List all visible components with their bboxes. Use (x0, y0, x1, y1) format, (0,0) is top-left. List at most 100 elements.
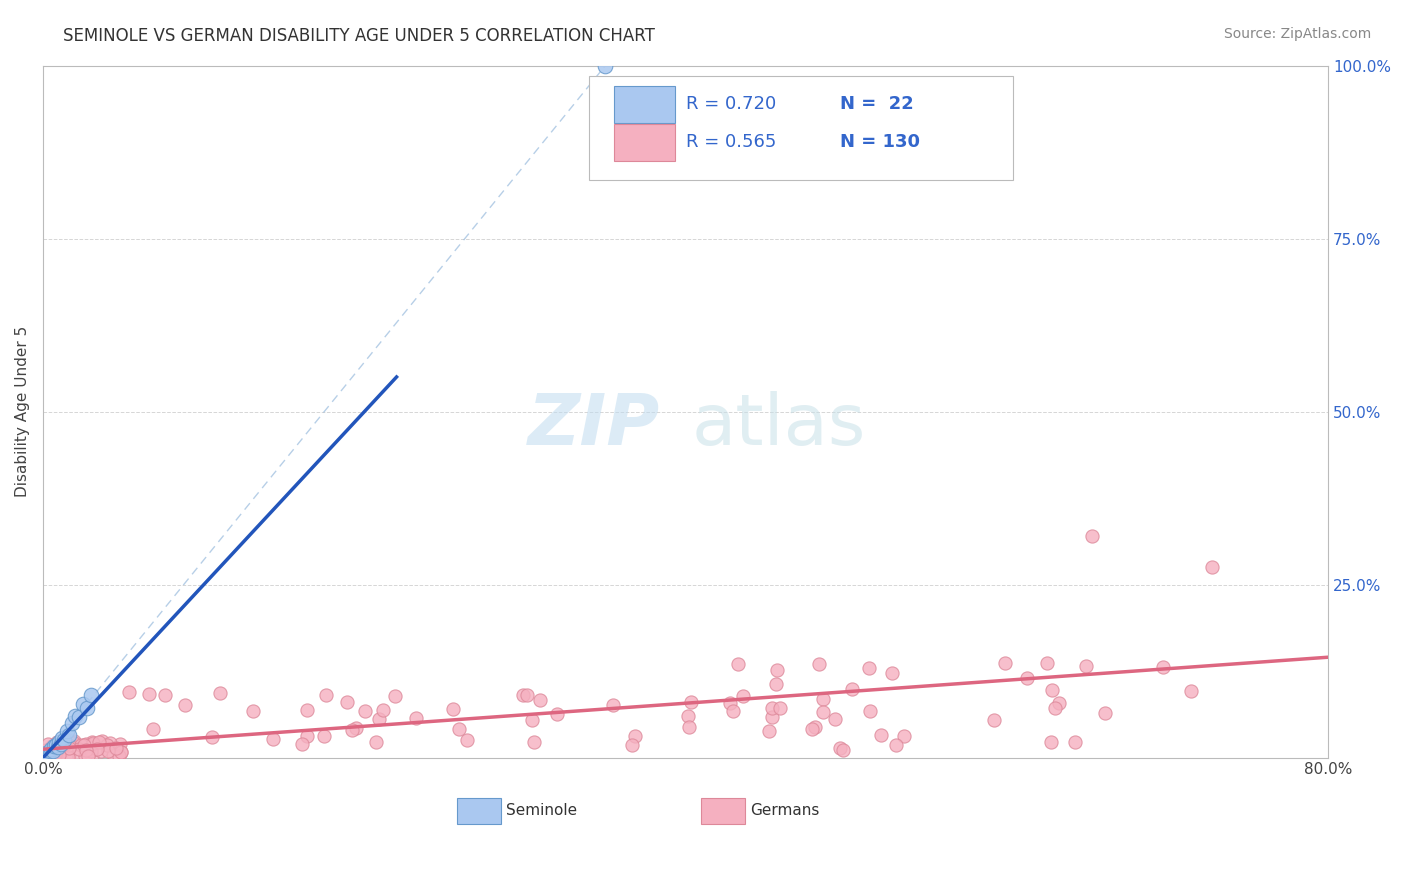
Text: N = 130: N = 130 (839, 133, 920, 151)
Point (49, 737, 72, 751)
Point (529, 692, 551, 706)
Point (765, 676, 787, 690)
Point (46, 740, 69, 755)
Point (80, 744, 103, 758)
Point (48, 745, 70, 759)
Point (138, 687, 160, 701)
Point (48, 740, 70, 755)
Point (87, 735, 110, 749)
FancyBboxPatch shape (589, 76, 1014, 180)
Point (758, 723, 780, 738)
Point (51, 744, 73, 758)
Point (523, 735, 546, 749)
Point (39, 744, 62, 758)
Point (1039, 735, 1062, 749)
Point (37, 737, 59, 751)
Text: Seminole: Seminole (506, 804, 576, 818)
Point (48, 735, 70, 749)
Point (384, 689, 406, 703)
Point (727, 657, 749, 671)
Point (53, 737, 76, 751)
Point (676, 709, 699, 723)
Point (174, 698, 197, 713)
Point (242, 704, 264, 718)
Point (53, 733, 76, 747)
Point (67, 710, 90, 724)
Point (91, 734, 114, 748)
Point (800, 722, 823, 736)
Point (38, 744, 60, 758)
Point (201, 730, 224, 744)
Point (858, 661, 880, 675)
Text: R = 0.720: R = 0.720 (686, 95, 776, 112)
Point (60, 715, 83, 730)
Point (405, 711, 427, 725)
Point (76, 749, 98, 764)
Point (142, 722, 165, 736)
Point (1040, 683, 1063, 698)
Point (441, 702, 464, 716)
Point (82, 749, 104, 764)
Point (344, 721, 367, 735)
Point (75, 743, 97, 757)
Point (456, 732, 478, 747)
Point (832, 742, 855, 756)
Point (1047, 696, 1070, 710)
Point (520, 713, 543, 727)
Point (51, 731, 73, 746)
Point (447, 723, 470, 737)
Point (297, 729, 319, 743)
Point (80, 735, 103, 749)
Point (98, 736, 121, 750)
Point (118, 685, 141, 699)
Point (512, 688, 534, 702)
Point (769, 700, 792, 714)
Point (336, 695, 359, 709)
Point (1063, 734, 1085, 748)
Point (108, 737, 131, 751)
Point (37, 747, 59, 761)
Point (153, 689, 176, 703)
Point (761, 701, 783, 715)
Point (96, 738, 118, 752)
Point (45, 747, 67, 761)
Point (803, 720, 825, 734)
Point (983, 714, 1005, 728)
Point (89, 744, 111, 758)
Point (893, 729, 915, 743)
Point (886, 738, 908, 752)
FancyBboxPatch shape (613, 124, 675, 161)
Point (364, 734, 387, 748)
Point (869, 727, 891, 741)
Text: Germans: Germans (749, 804, 820, 818)
Point (516, 688, 538, 702)
Text: N =  22: N = 22 (839, 95, 914, 112)
Point (262, 731, 284, 746)
Point (315, 688, 337, 702)
Point (97, 744, 120, 758)
Point (45, 738, 67, 752)
Point (37, 747, 59, 762)
Point (621, 738, 644, 752)
Point (811, 705, 834, 719)
Point (105, 740, 128, 755)
Point (56, 733, 79, 747)
Point (546, 706, 568, 721)
Point (824, 712, 846, 726)
Point (39, 742, 62, 756)
Point (1015, 671, 1038, 685)
Point (41, 739, 63, 754)
Point (46, 739, 69, 754)
Text: atlas: atlas (692, 391, 866, 460)
Point (110, 745, 132, 759)
Point (841, 682, 863, 697)
Point (58, 741, 80, 756)
Point (67, 748, 90, 763)
Point (731, 689, 754, 703)
Point (602, 698, 624, 713)
Text: R = 0.565: R = 0.565 (686, 133, 776, 151)
Point (48, 747, 70, 762)
FancyBboxPatch shape (457, 797, 501, 824)
Text: SEMINOLE VS GERMAN DISABILITY AGE UNDER 5 CORRELATION CHART: SEMINOLE VS GERMAN DISABILITY AGE UNDER … (63, 27, 655, 45)
Point (35, 743, 58, 757)
